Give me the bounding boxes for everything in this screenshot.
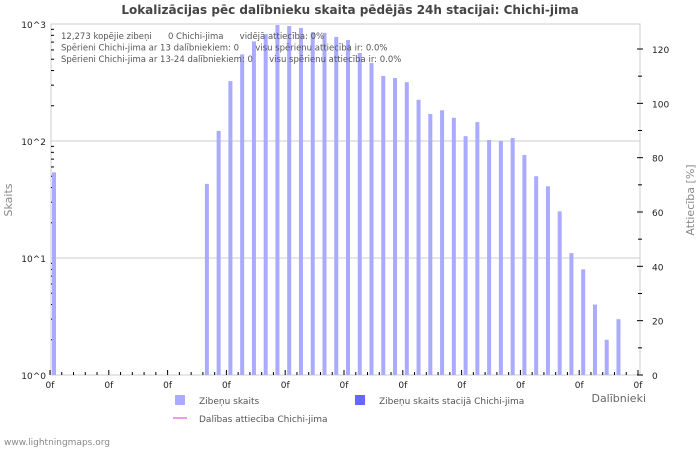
bar-total: [487, 139, 492, 375]
legend-swatch: [355, 395, 365, 405]
x-tick-label: 0f: [575, 381, 585, 391]
bar-total: [592, 304, 597, 375]
bar-total: [287, 26, 292, 375]
legend-label: Zibeņu skaits stacijā Chichi-jima: [379, 397, 524, 407]
y-tick-label: 10^2: [21, 138, 46, 148]
bar-total: [263, 34, 268, 376]
bar-total: [310, 32, 315, 375]
stats-annotation: Spērieni Chichi-jima ar 13 dalībniekiem:…: [61, 44, 387, 54]
y-tick-label: 10^3: [21, 21, 46, 31]
bar-total: [240, 54, 245, 375]
footer-credit: www.lightningmaps.org: [4, 438, 110, 448]
y-axis-title: Skaits: [2, 183, 15, 216]
plot-frame: [50, 23, 641, 376]
bar-total: [557, 211, 562, 375]
bar-total: [440, 110, 445, 376]
stats-annotation: 12,273 kopējie zibeņi 0 Chichi-jima vidē…: [61, 32, 324, 42]
bar-total: [569, 253, 574, 375]
bar-total: [251, 41, 256, 376]
x-tick-label: 0f: [457, 381, 467, 391]
chart-title: Lokalizācijas pēc dalībnieku skaita pēdē…: [121, 3, 579, 17]
y-right-tick-label: 0: [652, 372, 658, 382]
bar-total: [381, 75, 386, 376]
x-tick-label: 0f: [340, 381, 350, 391]
x-tick-label: 0f: [634, 381, 644, 391]
bar-total: [216, 130, 221, 375]
bar-total: [228, 81, 233, 375]
x-tick-label: 0f: [222, 381, 232, 391]
bar-total: [369, 62, 374, 375]
y-right-tick-label: 20: [652, 318, 664, 328]
bar-total: [522, 154, 527, 375]
bar-total: [581, 269, 586, 375]
x-tick-label: 0f: [46, 381, 56, 391]
y-right-tick-label: 120: [652, 46, 669, 56]
x-tick-label: 0f: [163, 381, 173, 391]
bar-total: [510, 138, 515, 375]
y-right-tick-label: 60: [652, 209, 664, 219]
bar-total: [604, 339, 609, 375]
bar-total: [534, 176, 539, 375]
bar-total: [393, 78, 398, 375]
x-tick-label: 0f: [398, 381, 408, 391]
bar-total: [275, 25, 280, 375]
bar-total: [298, 27, 303, 375]
y-right-tick-label: 100: [652, 100, 669, 110]
x-axis-title: Dalībnieki: [591, 392, 646, 405]
stats-annotation: Spērieni Chichi-jima ar 13-24 dalībnieki…: [61, 55, 401, 65]
bar-total: [334, 36, 339, 376]
bar-total: [545, 186, 550, 375]
y-right-tick-label: 40: [652, 263, 664, 273]
bar-total: [463, 136, 468, 375]
bar-total: [322, 32, 327, 376]
bar-total: [475, 122, 480, 376]
bar-total: [451, 117, 456, 376]
x-tick-label: 0f: [281, 381, 291, 391]
x-tick-label: 0f: [104, 381, 114, 391]
legend-swatch: [175, 395, 185, 405]
bar-total: [357, 53, 362, 376]
bar-total: [404, 82, 409, 375]
y-right-axis-title: Attiecība [%]: [684, 164, 697, 235]
legend-label: Dalības attiecība Chichi-jima: [199, 415, 328, 425]
bar-total: [428, 114, 433, 375]
y-tick-label: 10^0: [21, 372, 46, 382]
y-right-tick-label: 80: [652, 155, 664, 165]
bar-total: [204, 183, 209, 375]
y-tick-label: 10^1: [21, 255, 46, 265]
x-tick-label: 0f: [516, 381, 526, 391]
bar-total: [498, 141, 503, 375]
bar-total: [616, 319, 621, 375]
bar-total: [416, 99, 421, 375]
bar-total: [346, 39, 350, 376]
legend-label: Zibeņu skaits: [199, 397, 259, 407]
bar-total: [52, 172, 56, 375]
